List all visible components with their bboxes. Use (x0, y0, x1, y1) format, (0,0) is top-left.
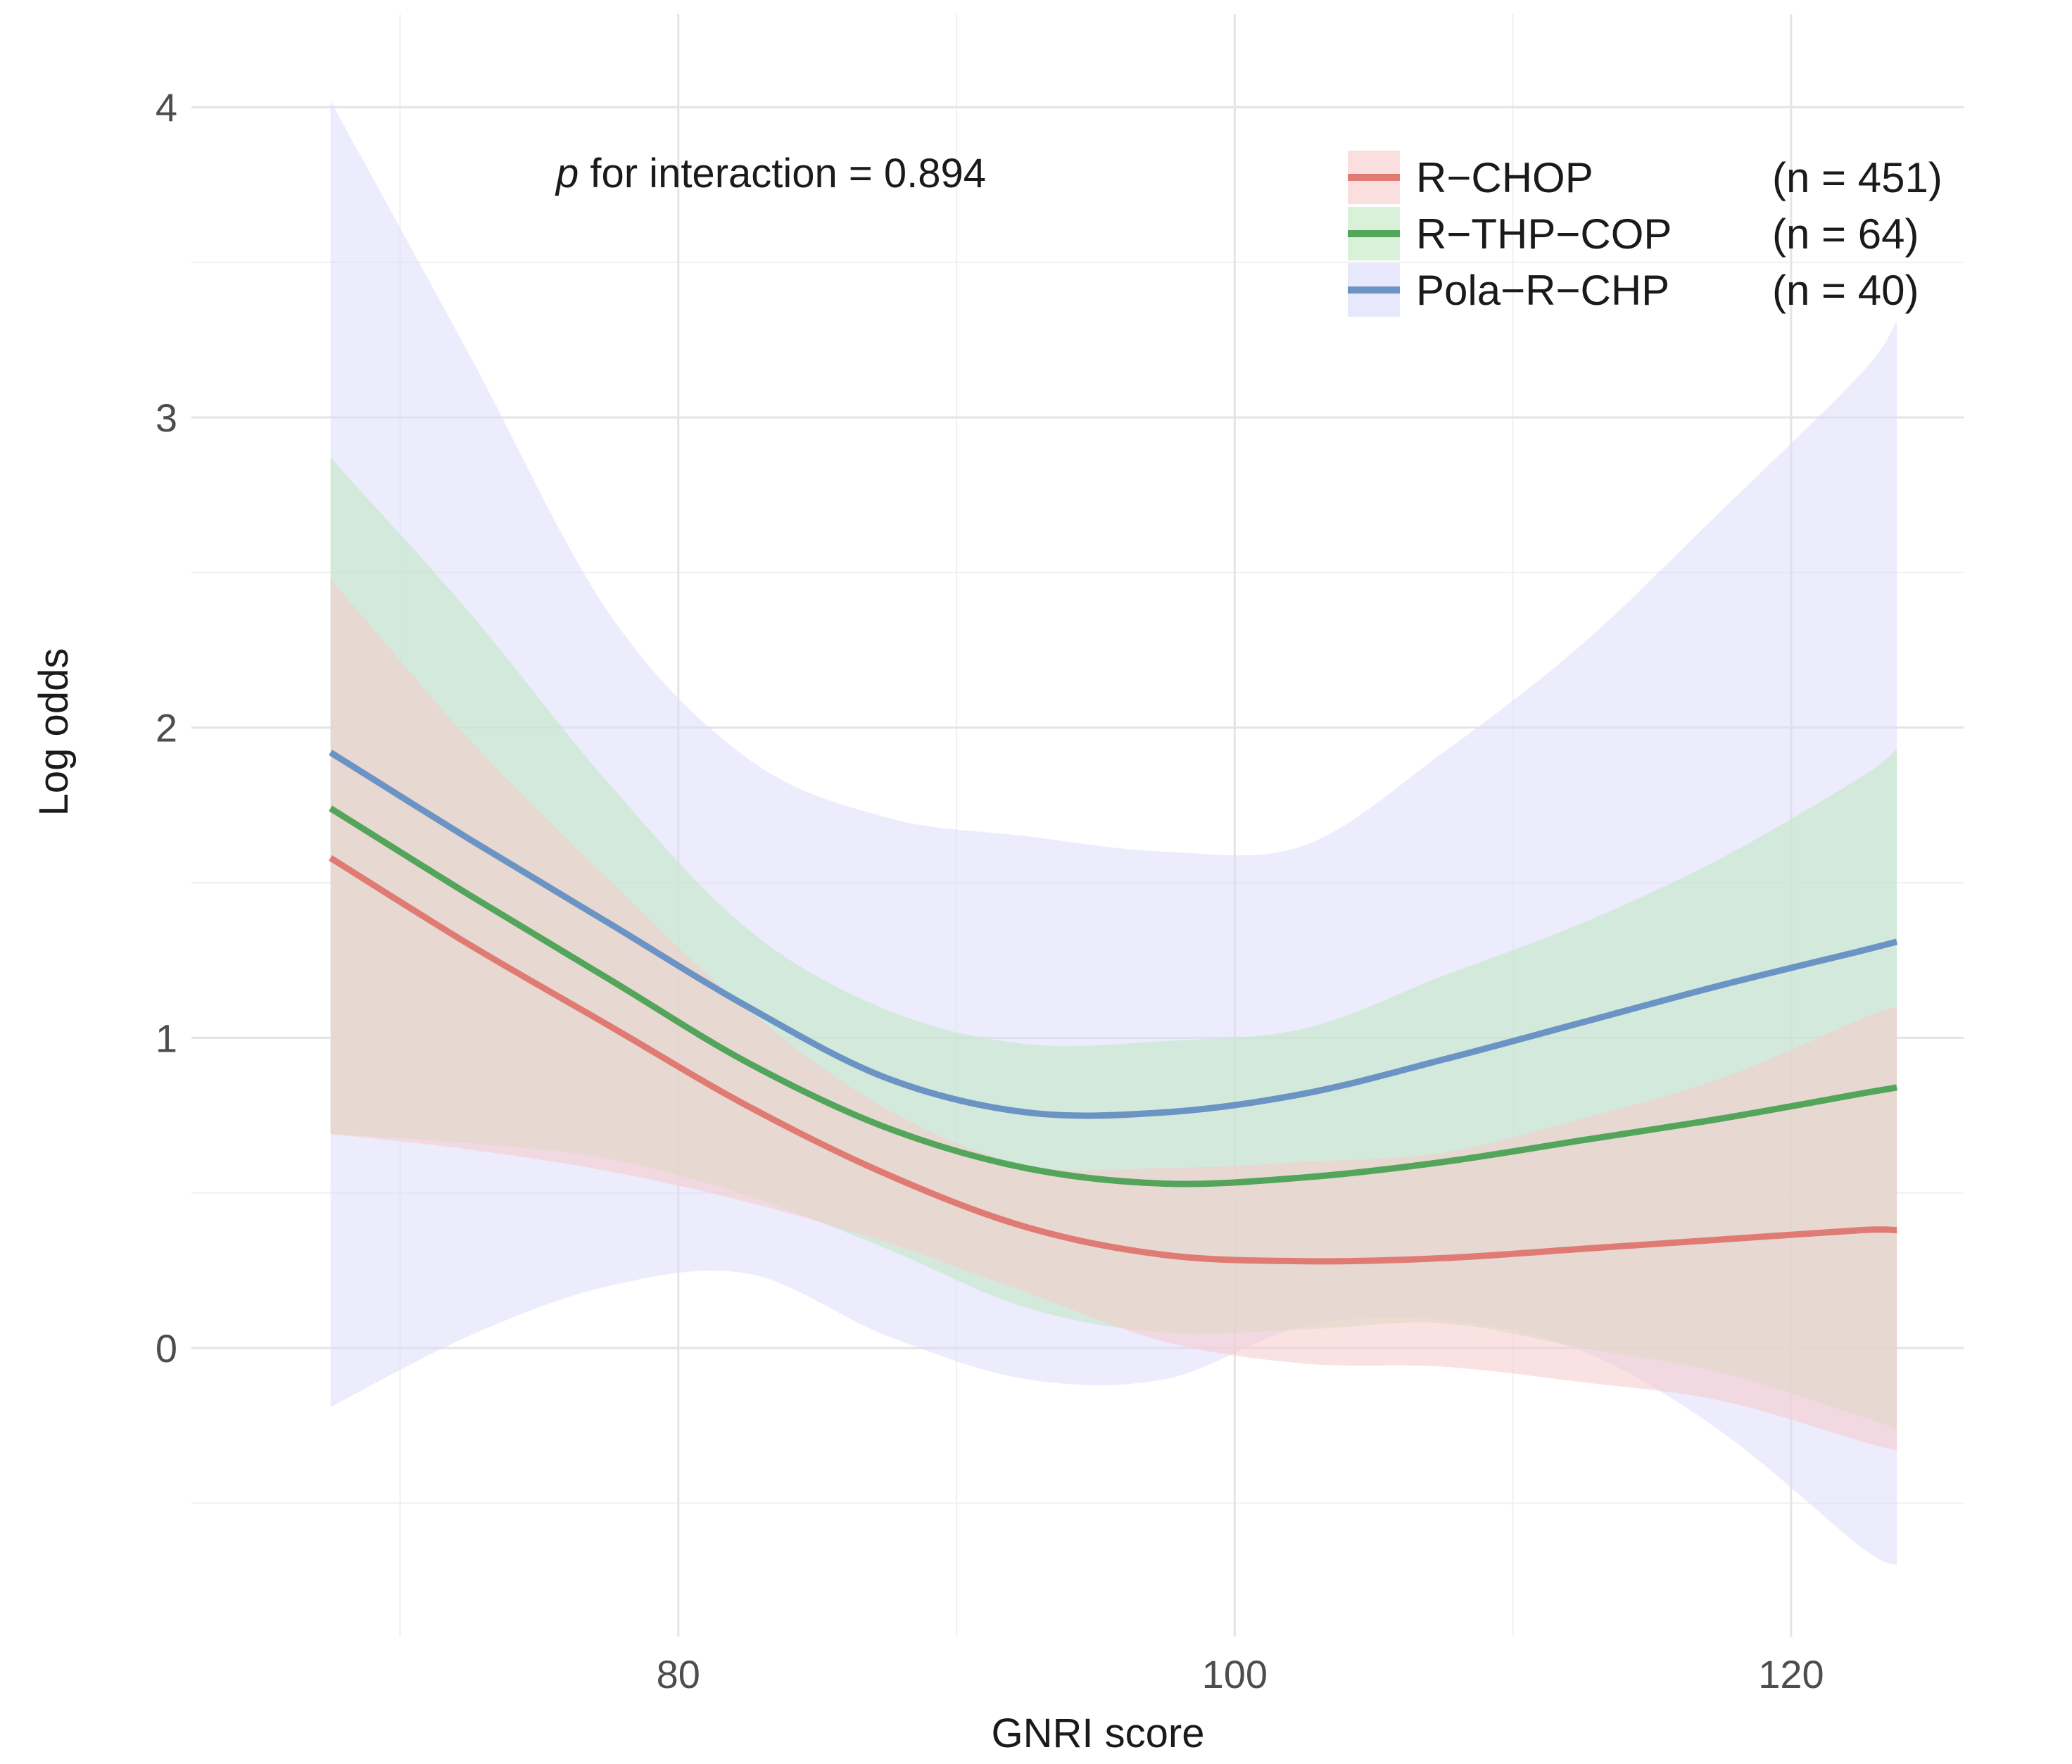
legend-count: (n = 40) (1772, 267, 1919, 314)
y-axis-tick-labels: 0 1 2 3 4 (156, 85, 177, 1371)
series-lines (329, 750, 1898, 1265)
interaction-annotation: p for interaction = 0.894 (555, 151, 986, 196)
legend-label: Pola−R−CHP (1416, 267, 1669, 314)
y-tick-label: 1 (156, 1016, 177, 1060)
y-tick-label: 2 (156, 706, 177, 750)
y-tick-label: 4 (156, 85, 177, 130)
confidence-band-r-chop (330, 579, 1897, 1451)
legend-item-pola-r-chp: Pola−R−CHP (n = 40) (1348, 263, 1919, 317)
legend-label: R−CHOP (1416, 154, 1593, 201)
y-tick-label: 3 (156, 396, 177, 440)
confidence-bands (330, 101, 1897, 1565)
annotation-p-symbol: p (555, 151, 579, 196)
legend-count: (n = 64) (1772, 210, 1919, 258)
x-axis-tick-labels: 80 100 120 (657, 1652, 1824, 1696)
series-line-r-chop (329, 855, 1897, 1265)
legend-item-r-chop: R−CHOP (n = 451) (1348, 151, 1942, 204)
x-tick-label: 80 (657, 1652, 700, 1696)
y-axis-title: Log odds (31, 648, 77, 817)
y-tick-label: 0 (156, 1326, 177, 1371)
legend: R−CHOP (n = 451) R−THP−COP (n = 64) Pola−R−C… (1348, 151, 1942, 317)
series-line-pola-r-chp (329, 750, 1898, 1119)
x-axis-title: GNRI score (992, 1711, 1205, 1756)
x-tick-label: 120 (1758, 1652, 1824, 1696)
legend-item-r-thp-cop: R−THP−COP (n = 64) (1348, 207, 1919, 260)
series-line-r-thp-cop (329, 805, 1897, 1187)
x-tick-label: 100 (1202, 1652, 1268, 1696)
annotation-text: for interaction = 0.894 (579, 151, 986, 196)
legend-count: (n = 451) (1772, 154, 1942, 201)
legend-label: R−THP−COP (1416, 210, 1672, 258)
